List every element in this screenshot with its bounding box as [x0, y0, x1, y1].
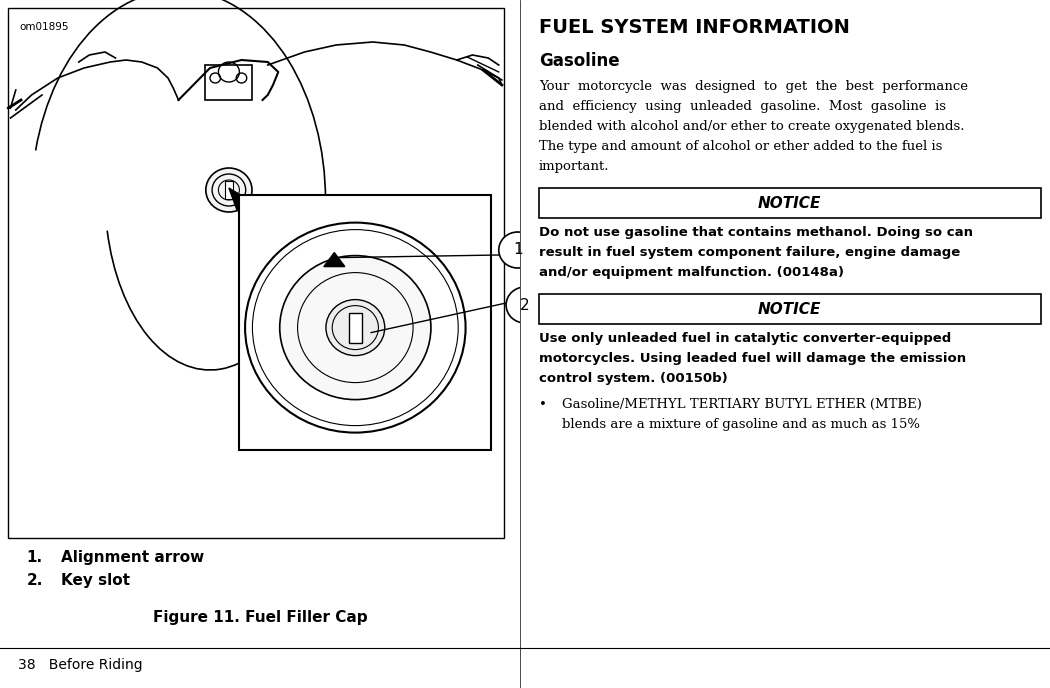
Text: 1.: 1.	[26, 550, 42, 565]
Bar	[239, 195, 491, 450]
Bar	[205, 65, 252, 100]
Text: Figure 11. Fuel Filler Cap: Figure 11. Fuel Filler Cap	[153, 610, 368, 625]
Text: Gasoline/METHYL TERTIARY BUTYL ETHER (MTBE): Gasoline/METHYL TERTIARY BUTYL ETHER (MT…	[562, 398, 922, 411]
Text: 2.: 2.	[26, 573, 43, 588]
Text: 2: 2	[520, 297, 530, 312]
Text: blends are a mixture of gasoline and as much as 15%: blends are a mixture of gasoline and as …	[562, 418, 920, 431]
Text: om01895: om01895	[19, 22, 68, 32]
Polygon shape	[323, 252, 344, 267]
Bar	[539, 294, 1041, 324]
Text: Alignment arrow: Alignment arrow	[61, 550, 204, 565]
Text: control system. (00150b): control system. (00150b)	[539, 372, 728, 385]
Text: Gasoline: Gasoline	[539, 52, 619, 70]
Text: 38   Before Riding: 38 Before Riding	[18, 658, 143, 672]
Text: important.: important.	[539, 160, 609, 173]
Circle shape	[326, 299, 384, 356]
Circle shape	[279, 256, 430, 400]
Text: and  efficiency  using  unleaded  gasoline.  Most  gasoline  is: and efficiency using unleaded gasoline. …	[539, 100, 946, 113]
Text: 1: 1	[512, 242, 523, 257]
Polygon shape	[229, 188, 246, 211]
Text: blended with alcohol and/or ether to create oxygenated blends.: blended with alcohol and/or ether to cre…	[539, 120, 964, 133]
Circle shape	[506, 287, 544, 323]
Text: Use only unleaded fuel in catalytic converter-equipped: Use only unleaded fuel in catalytic conv…	[539, 332, 951, 345]
Bar	[8, 8, 504, 538]
Circle shape	[245, 223, 465, 433]
Text: Key slot: Key slot	[61, 573, 130, 588]
Text: •: •	[539, 398, 546, 411]
Text: Do not use gasoline that contains methanol. Doing so can: Do not use gasoline that contains methan…	[539, 226, 972, 239]
Circle shape	[499, 232, 537, 268]
Bar	[225, 181, 233, 199]
Text: NOTICE: NOTICE	[758, 301, 821, 316]
Circle shape	[206, 168, 252, 212]
Text: Your  motorcycle  was  designed  to  get  the  best  performance: Your motorcycle was designed to get the …	[539, 80, 968, 93]
Text: FUEL SYSTEM INFORMATION: FUEL SYSTEM INFORMATION	[539, 18, 849, 37]
Text: and/or equipment malfunction. (00148a): and/or equipment malfunction. (00148a)	[539, 266, 843, 279]
Bar	[349, 312, 361, 343]
Bar	[539, 188, 1041, 218]
Text: NOTICE: NOTICE	[758, 195, 821, 211]
Text: result in fuel system component failure, engine damage: result in fuel system component failure,…	[539, 246, 960, 259]
Text: The type and amount of alcohol or ether added to the fuel is: The type and amount of alcohol or ether …	[539, 140, 942, 153]
Text: motorcycles. Using leaded fuel will damage the emission: motorcycles. Using leaded fuel will dama…	[539, 352, 966, 365]
